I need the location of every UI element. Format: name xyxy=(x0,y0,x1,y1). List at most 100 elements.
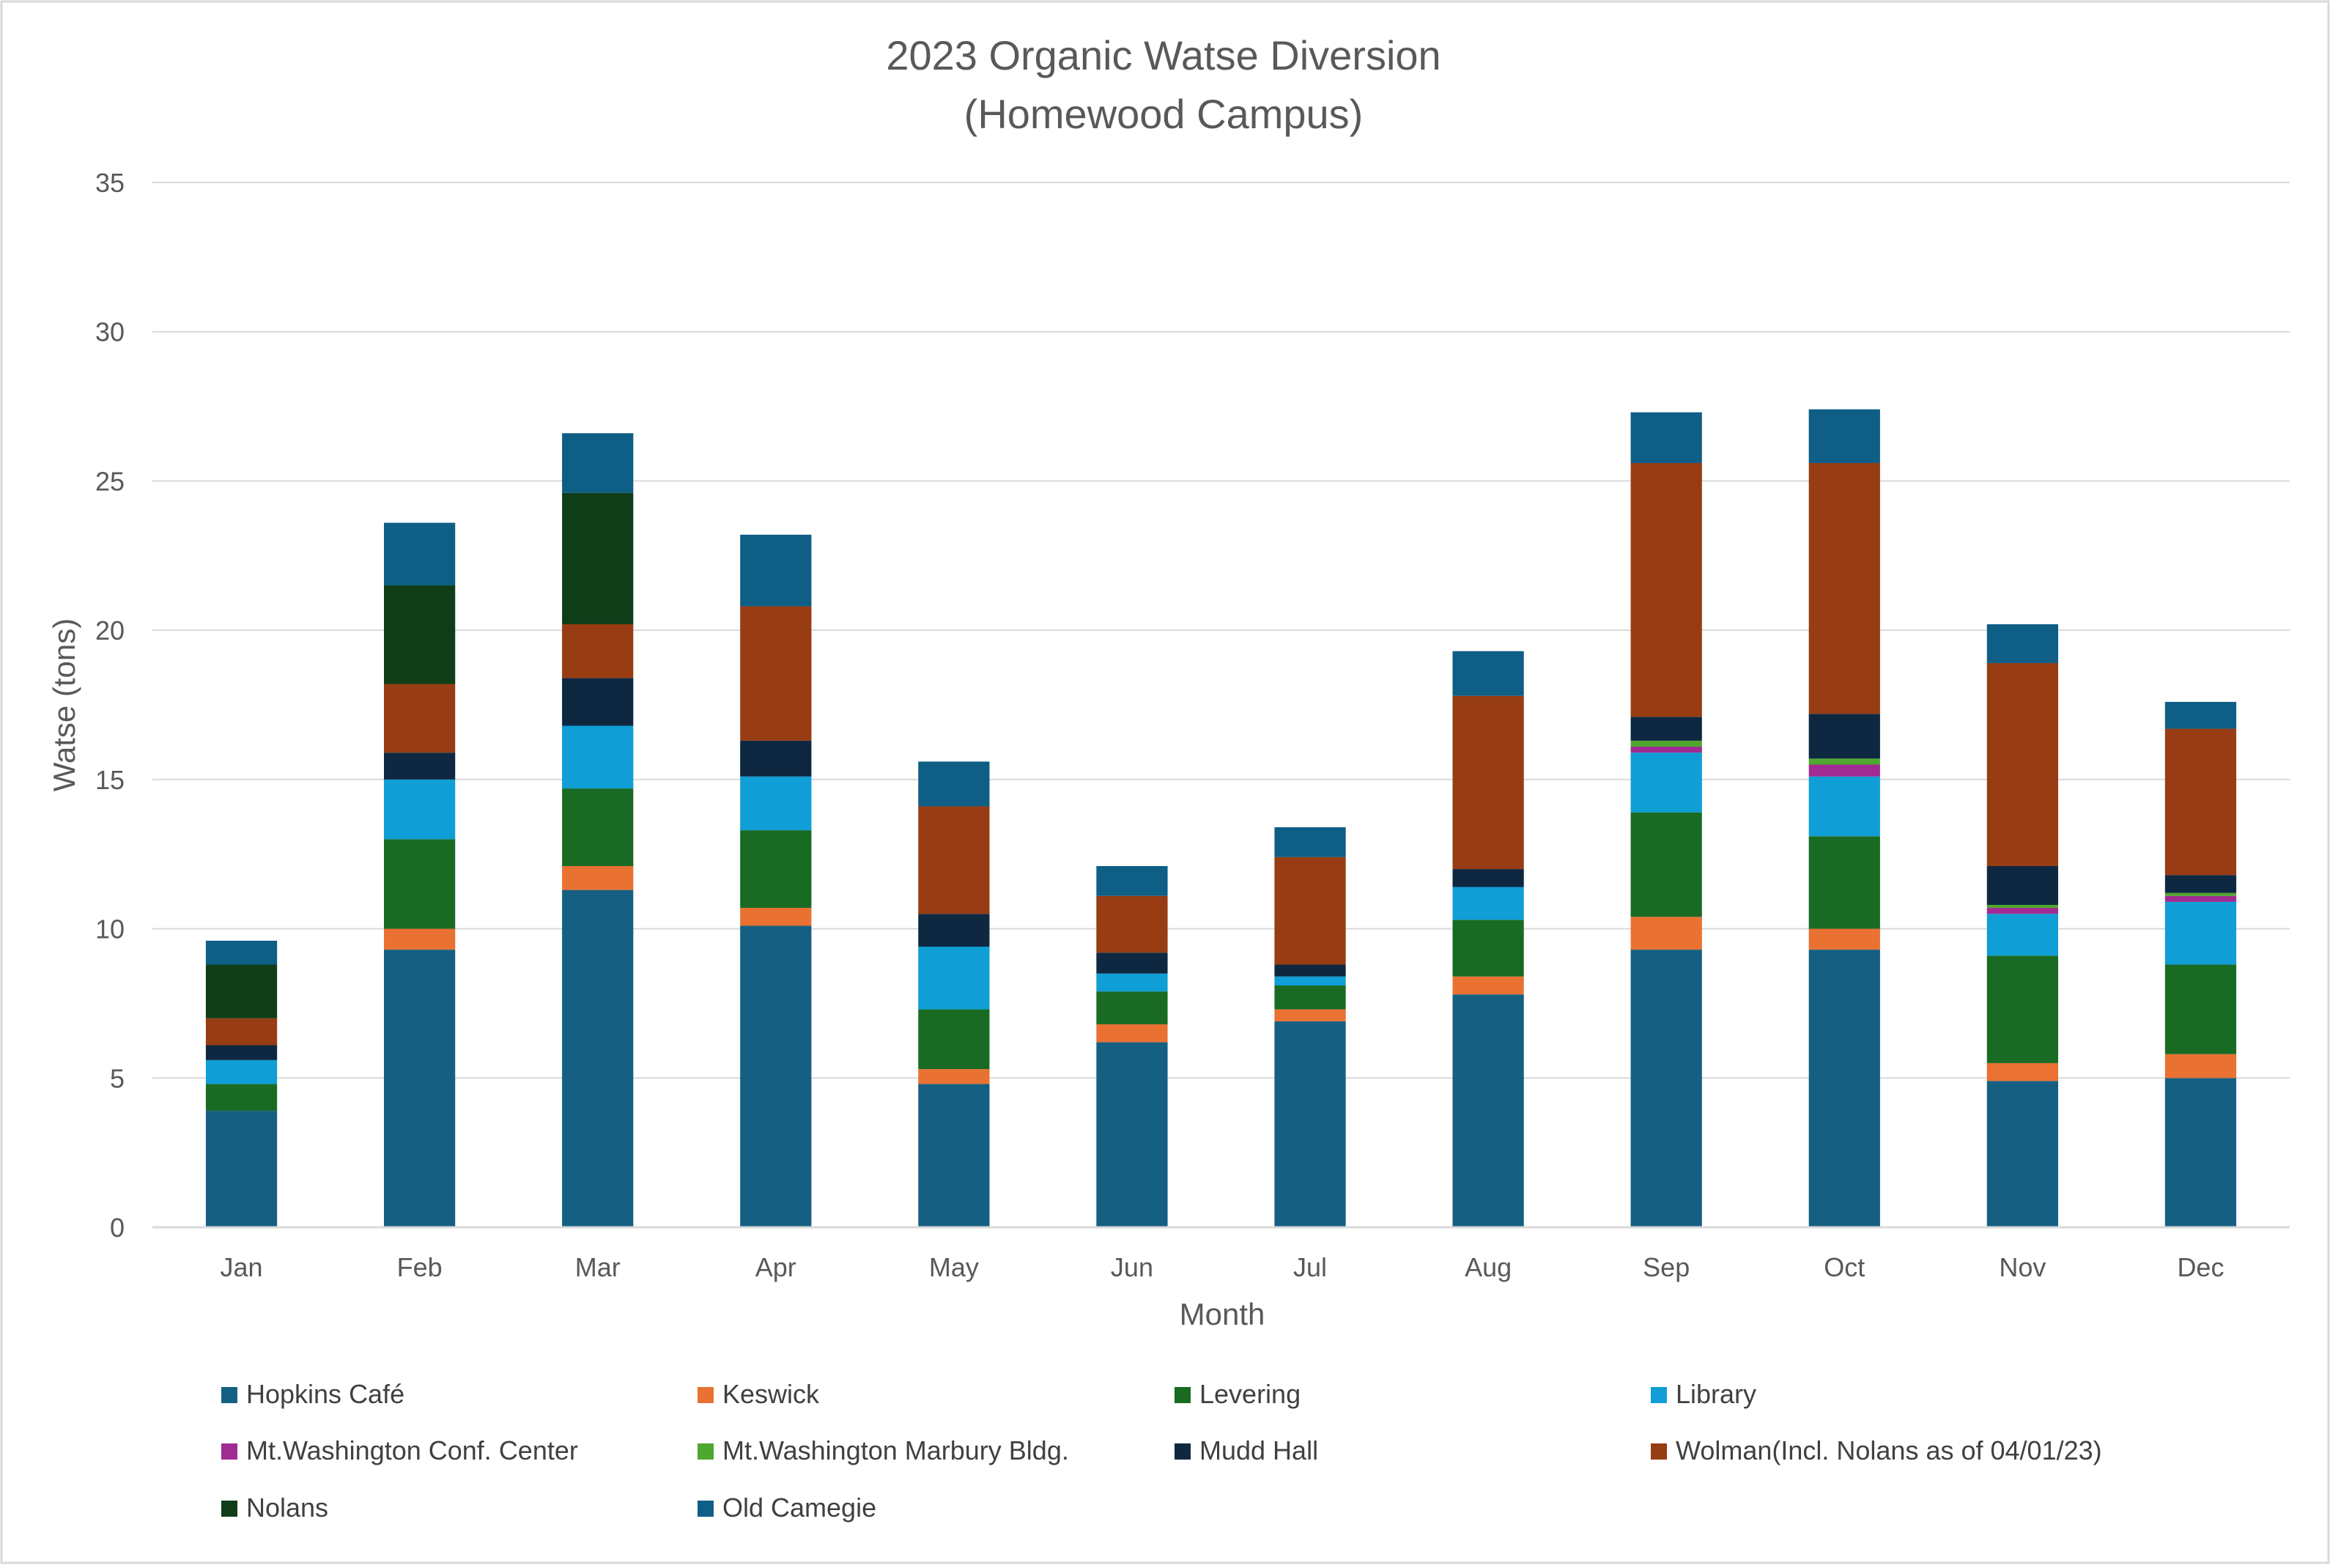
legend-label: Mt.Washington Marbury Bldg. xyxy=(722,1435,1069,1465)
bar-segment xyxy=(562,433,634,493)
bar-segment xyxy=(205,1084,278,1112)
legend-item: Wolman(Incl. Nolans as of 04/01/23) xyxy=(1651,1435,2102,1465)
bar-segment xyxy=(1808,928,1880,950)
bar-segment xyxy=(384,779,456,840)
bar-stack-dec xyxy=(2164,701,2237,1227)
y-axis-ticks: 0 5 10 15 20 25 30 35 xyxy=(95,168,125,1243)
bar-segment xyxy=(1452,887,1524,920)
bar-segment xyxy=(740,534,812,607)
bar-segment xyxy=(2164,875,2237,893)
x-axis-title: Month xyxy=(1180,1297,1265,1331)
bar-stack-jul xyxy=(1274,827,1346,1227)
bar-segment xyxy=(1452,695,1524,870)
x-axis-ticks: Jan Feb Mar Apr May Jun Jul Aug Sep Oct Nov Dec xyxy=(221,1252,2224,1282)
bars xyxy=(205,409,2237,1227)
bar-segment xyxy=(740,740,812,777)
bar-segment xyxy=(205,1018,278,1046)
bar-segment xyxy=(1986,1062,2058,1081)
x-tick-label: Jan xyxy=(221,1252,263,1282)
y-tick-label: 20 xyxy=(95,615,125,646)
bar-segment xyxy=(384,585,456,684)
y-tick-label: 15 xyxy=(95,765,125,795)
legend-label: Hopkins Café xyxy=(246,1379,404,1409)
bar-segment xyxy=(2164,1078,2237,1227)
bar-segment xyxy=(562,492,634,624)
bar-stack-jan xyxy=(205,940,278,1227)
bar-segment xyxy=(1986,662,2058,867)
bar-stack-oct xyxy=(1808,409,1880,1227)
bar-segment xyxy=(384,928,456,950)
bar-stack-may xyxy=(918,761,990,1227)
y-tick-label: 25 xyxy=(95,466,125,496)
y-tick-label: 30 xyxy=(95,317,125,347)
bar-segment xyxy=(2164,1054,2237,1079)
legend-item: Mt.Washington Marbury Bldg. xyxy=(698,1435,1069,1465)
bar-segment xyxy=(918,947,990,1010)
bar-segment xyxy=(1452,651,1524,696)
bar-stack-nov xyxy=(1986,624,2058,1227)
legend-item: Mt.Washington Conf. Center xyxy=(221,1435,578,1465)
y-axis-title: Watse (tons) xyxy=(47,618,81,792)
x-tick-label: Nov xyxy=(1999,1252,2046,1282)
bar-segment xyxy=(1630,917,1702,950)
bar-segment xyxy=(562,678,634,726)
y-tick-label: 35 xyxy=(95,168,125,198)
bar-segment xyxy=(1274,976,1346,985)
bar-segment xyxy=(1808,764,1880,777)
bar-segment xyxy=(2164,964,2237,1054)
bar-stack-jun xyxy=(1096,866,1168,1227)
bar-segment xyxy=(1808,758,1880,765)
bar-segment xyxy=(205,1111,278,1227)
bar-segment xyxy=(918,761,990,807)
x-tick-label: Oct xyxy=(1824,1252,1865,1282)
x-tick-label: May xyxy=(929,1252,979,1282)
bar-segment xyxy=(1808,950,1880,1227)
bar-segment xyxy=(1096,866,1168,896)
legend-item: Hopkins Café xyxy=(221,1379,404,1409)
legend-item: Levering xyxy=(1175,1379,1301,1409)
legend-label: Keswick xyxy=(722,1379,820,1409)
bar-segment xyxy=(1986,914,2058,956)
bar-segment xyxy=(1630,747,1702,753)
bar-segment xyxy=(205,1059,278,1084)
legend-swatch xyxy=(698,1501,714,1517)
legend-swatch xyxy=(221,1501,237,1517)
legend: Hopkins Café Keswick Levering Library Mt.Was… xyxy=(221,1379,2102,1523)
bar-segment xyxy=(1452,994,1524,1227)
bar-segment xyxy=(1274,827,1346,857)
bar-segment xyxy=(1630,740,1702,747)
bar-segment xyxy=(562,725,634,789)
bar-segment xyxy=(918,1069,990,1084)
bar-segment xyxy=(1986,908,2058,914)
x-tick-label: Dec xyxy=(2177,1252,2224,1282)
bar-stack-aug xyxy=(1452,651,1524,1227)
bar-segment xyxy=(384,950,456,1227)
bar-segment xyxy=(1630,752,1702,813)
bar-segment xyxy=(1274,1021,1346,1227)
legend-label: Mudd Hall xyxy=(1199,1435,1318,1465)
bar-segment xyxy=(1808,836,1880,929)
bar-segment xyxy=(384,522,456,586)
legend-swatch xyxy=(698,1443,714,1460)
legend-item: Mudd Hall xyxy=(1175,1435,1318,1465)
bar-segment xyxy=(2164,895,2237,902)
bar-segment xyxy=(740,830,812,909)
legend-label: Mt.Washington Conf. Center xyxy=(246,1435,578,1465)
bar-segment xyxy=(1096,991,1168,1024)
bar-segment xyxy=(1986,624,2058,663)
bar-segment xyxy=(1096,973,1168,992)
bar-segment xyxy=(1274,857,1346,965)
bar-segment xyxy=(1808,776,1880,837)
bar-segment xyxy=(1986,866,2058,905)
bar-segment xyxy=(562,890,634,1227)
bar-segment xyxy=(918,914,990,947)
x-tick-label: Mar xyxy=(575,1252,621,1282)
chart-subtitle: (Homewood Campus) xyxy=(964,91,1364,137)
legend-label: Old Camegie xyxy=(722,1493,876,1523)
bar-segment xyxy=(740,776,812,831)
bar-segment xyxy=(1096,953,1168,974)
bar-segment xyxy=(1274,1009,1346,1021)
legend-item: Keswick xyxy=(698,1379,820,1409)
bar-segment xyxy=(1808,462,1880,714)
